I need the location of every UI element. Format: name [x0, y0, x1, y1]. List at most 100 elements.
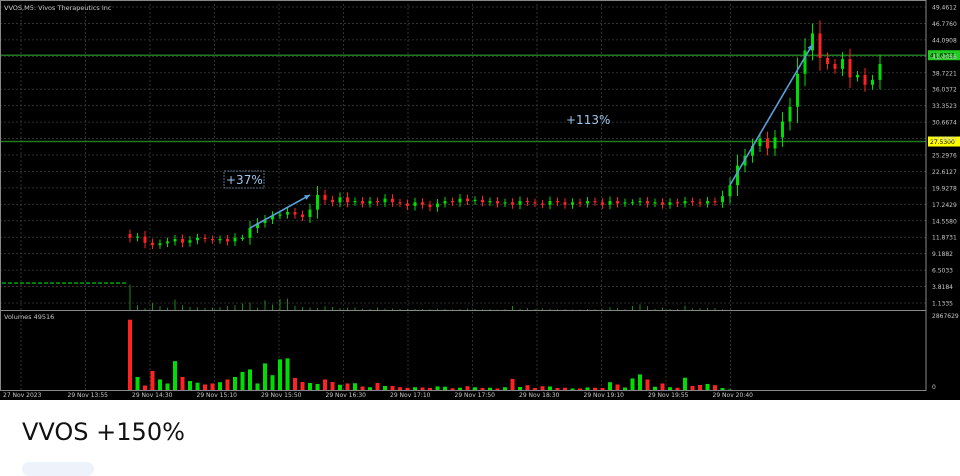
- candle-body: [503, 202, 507, 204]
- volume-bar: [690, 385, 695, 390]
- volume-bar: [728, 389, 732, 390]
- volume-bar: [668, 387, 672, 390]
- volume-bar: [660, 383, 665, 390]
- candle-body: [181, 239, 184, 243]
- candle-body: [293, 212, 297, 215]
- candle-body: [248, 227, 252, 238]
- volume-layer: [128, 319, 732, 390]
- x-tick-label: 29 Nov 14:30: [132, 392, 173, 399]
- price-pane-border: [0, 0, 927, 311]
- candle-body: [451, 201, 454, 203]
- volume-bar: [638, 374, 642, 390]
- candle-body: [631, 202, 634, 204]
- volume-bar: [338, 384, 342, 390]
- candle-body: [511, 202, 514, 205]
- volume-bar: [503, 387, 507, 390]
- volume-bar: [150, 370, 155, 390]
- volume-bar: [615, 384, 620, 390]
- candle-body: [706, 201, 709, 204]
- candle-body: [796, 73, 799, 107]
- x-tick-label: 29 Nov 17:10: [390, 392, 431, 399]
- candle-body: [241, 237, 244, 239]
- candle-body: [226, 239, 229, 242]
- volume-bar: [465, 386, 470, 390]
- candle-body: [218, 239, 222, 241]
- candle-body: [421, 202, 424, 205]
- candle-body: [338, 197, 342, 203]
- candle-body: [428, 204, 432, 208]
- volume-bar: [390, 385, 395, 390]
- volume-bar: [240, 371, 245, 390]
- candle-body: [878, 63, 882, 80]
- candle-body: [158, 243, 162, 246]
- candle-body: [721, 196, 724, 203]
- volume-bar: [285, 358, 290, 390]
- y-tick-label: 3.8184: [932, 284, 953, 291]
- candle-body: [653, 202, 657, 204]
- candle-body: [826, 57, 829, 64]
- candle-body: [166, 241, 169, 244]
- candle-body: [691, 201, 694, 203]
- volume-bar: [210, 383, 215, 390]
- volume-bar: [188, 380, 192, 390]
- x-tick-label: 29 Nov 19:10: [584, 392, 625, 399]
- candle-body: [818, 33, 822, 58]
- volume-bar: [225, 379, 230, 390]
- candle-body: [203, 237, 207, 240]
- y-tick-label: 17.2429: [932, 202, 957, 209]
- chart-svg: 41.6321 27.5300 49.4612 46.7760 44.0908 41.4…: [0, 0, 960, 399]
- volume-bar: [195, 382, 200, 390]
- volume-bar: [293, 377, 297, 390]
- volume-bar: [705, 383, 710, 390]
- y-tick-label: 38.7221: [932, 70, 957, 77]
- candle-body: [593, 201, 597, 203]
- annotation-frame: [223, 170, 265, 189]
- candle-body: [563, 202, 567, 205]
- candle-body: [623, 202, 627, 204]
- candle-body: [128, 234, 132, 238]
- y-tick-label: 6.5033: [932, 268, 953, 275]
- volume-bar: [308, 382, 312, 390]
- x-tick-label: 29 Nov 16:30: [326, 392, 367, 399]
- candle-body: [833, 63, 837, 69]
- candle-body: [436, 203, 439, 208]
- volume-bar: [593, 387, 597, 390]
- volume-bar: [653, 386, 657, 390]
- volume-bar: [353, 383, 357, 390]
- y-tick-label: 46.7760: [932, 21, 957, 28]
- volume-bar: [548, 386, 552, 390]
- candle-body: [143, 236, 147, 243]
- candle-body: [586, 201, 589, 204]
- y-tick-label: 30.6674: [932, 120, 957, 127]
- volume-bar: [443, 386, 447, 390]
- volume-bar: [315, 383, 320, 390]
- y-tick-label: 22.6127: [932, 169, 957, 176]
- volume-bar: [233, 376, 237, 390]
- volume-bar: [435, 386, 440, 390]
- reaction-pill[interactable]: [22, 462, 94, 476]
- stock-chart[interactable]: 41.6321 27.5300 49.4612 46.7760 44.0908 41.4…: [0, 0, 960, 400]
- candle-body: [376, 201, 379, 203]
- volume-bar: [368, 387, 372, 390]
- x-tick-label: 29 Nov 20:40: [713, 392, 754, 399]
- volume-bar: [473, 387, 477, 390]
- candles-layer: [2, 20, 882, 310]
- volume-bar: [300, 381, 305, 390]
- volume-bar: [345, 383, 350, 390]
- candle-body: [578, 202, 582, 204]
- volume-bar: [713, 385, 717, 390]
- volume-bar: [450, 388, 455, 390]
- x-tick-label: 29 Nov 15:50: [261, 392, 302, 399]
- volume-bar: [600, 387, 605, 390]
- y-tick-label: 9.1882: [932, 251, 953, 258]
- volume-bar: [420, 387, 425, 390]
- y-tick-label: 14.5580: [932, 218, 957, 225]
- x-tick-label: 29 Nov 19:55: [648, 392, 689, 399]
- candle-body: [188, 240, 192, 243]
- candle-body: [346, 197, 349, 203]
- candle-body: [263, 219, 267, 224]
- candle-body: [698, 202, 702, 204]
- candle-body: [676, 202, 679, 204]
- volume-bar: [675, 387, 680, 390]
- candle-body: [361, 201, 364, 204]
